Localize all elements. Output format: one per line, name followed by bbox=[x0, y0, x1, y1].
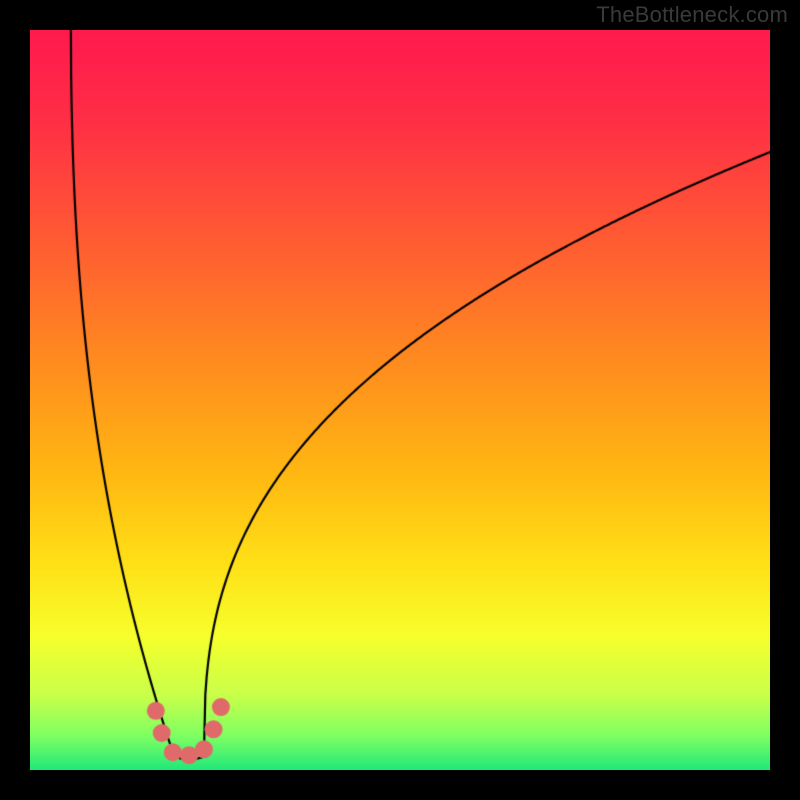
stage: TheBottleneck.com bbox=[0, 0, 800, 800]
plot-area bbox=[30, 30, 770, 770]
watermark-text: TheBottleneck.com bbox=[596, 2, 788, 28]
bottleneck-curve-chart bbox=[30, 30, 770, 770]
